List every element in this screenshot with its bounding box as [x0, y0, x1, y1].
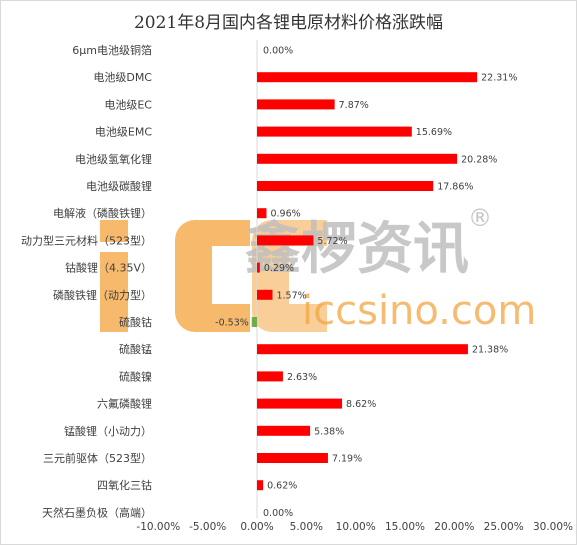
bar — [257, 181, 434, 191]
data-label: -0.53% — [215, 318, 249, 329]
bar — [257, 453, 328, 463]
bar — [257, 208, 267, 219]
data-label: 0.00% — [263, 508, 293, 519]
x-tick-label: 25.00% — [484, 521, 524, 533]
category-label: 三元前驱体（523型） — [43, 451, 152, 465]
data-label: 7.87% — [339, 100, 369, 111]
category-label: 钴酸锂（4.35V） — [65, 261, 152, 275]
data-label: 2.63% — [287, 372, 317, 383]
category-label: 天然石墨负极（高端） — [42, 505, 152, 519]
data-label: 0.00% — [263, 46, 293, 57]
category-label: 硫酸钴 — [119, 315, 152, 329]
data-label: 0.96% — [270, 209, 300, 220]
data-label: 22.31% — [481, 73, 517, 84]
data-label: 0.29% — [264, 263, 294, 274]
category-label: 六氟磷酸锂 — [97, 397, 152, 411]
x-tick-label: 10.00% — [336, 521, 376, 533]
category-label: 电池级EC — [104, 98, 152, 111]
bar — [257, 153, 458, 164]
category-label: 电池级碳酸锂 — [86, 179, 152, 193]
x-tick-label: -5.00% — [189, 521, 226, 533]
x-tick-label: 20.00% — [434, 521, 474, 533]
category-label: 硫酸镍 — [119, 369, 152, 383]
data-label: 1.57% — [276, 290, 306, 301]
bar — [257, 126, 412, 137]
x-tick-label: 30.00% — [533, 521, 573, 533]
category-label: 四氧化三钴 — [97, 478, 152, 492]
data-label: 21.38% — [472, 345, 508, 356]
category-label: 硫酸锰 — [119, 342, 152, 356]
category-label: 电池级DMC — [93, 71, 152, 84]
category-label: 磷酸铁锂（动力型） — [53, 288, 152, 302]
bar — [257, 398, 343, 409]
chart-title: 2021年8月国内各锂电原材料价格涨跌幅 — [133, 13, 444, 33]
x-tick-label: -10.00% — [136, 521, 180, 533]
data-label: 7.19% — [332, 454, 362, 465]
category-label: 电解液（磷酸铁锂） — [53, 206, 152, 220]
bar — [257, 262, 260, 273]
x-tick-label: 0.00% — [240, 521, 273, 533]
data-label: 8.62% — [346, 399, 376, 410]
category-label: 电池级氢氧化锂 — [75, 152, 152, 166]
data-label: 17.86% — [437, 182, 473, 193]
x-tick-label: 15.00% — [385, 521, 425, 533]
bar — [257, 480, 264, 491]
category-label: 电池级EMC — [95, 126, 152, 139]
bar — [257, 344, 468, 355]
category-label: 锰酸锂（小动力） — [64, 424, 152, 438]
category-label: 动力型三元材料（523型） — [21, 233, 152, 247]
data-label: 20.28% — [461, 154, 497, 165]
bar — [257, 72, 478, 83]
bar — [257, 289, 273, 300]
bar — [257, 425, 311, 436]
data-label: 5.72% — [317, 236, 347, 247]
data-label: 15.69% — [416, 127, 452, 138]
bar — [251, 317, 257, 327]
bar — [257, 235, 314, 246]
bar — [257, 371, 283, 382]
data-label: 5.38% — [314, 426, 344, 437]
bar — [257, 99, 335, 110]
category-label: 6μm电池级铜箔 — [72, 43, 152, 57]
data-label: 0.62% — [267, 481, 297, 492]
x-tick-label: 5.00% — [290, 521, 323, 533]
